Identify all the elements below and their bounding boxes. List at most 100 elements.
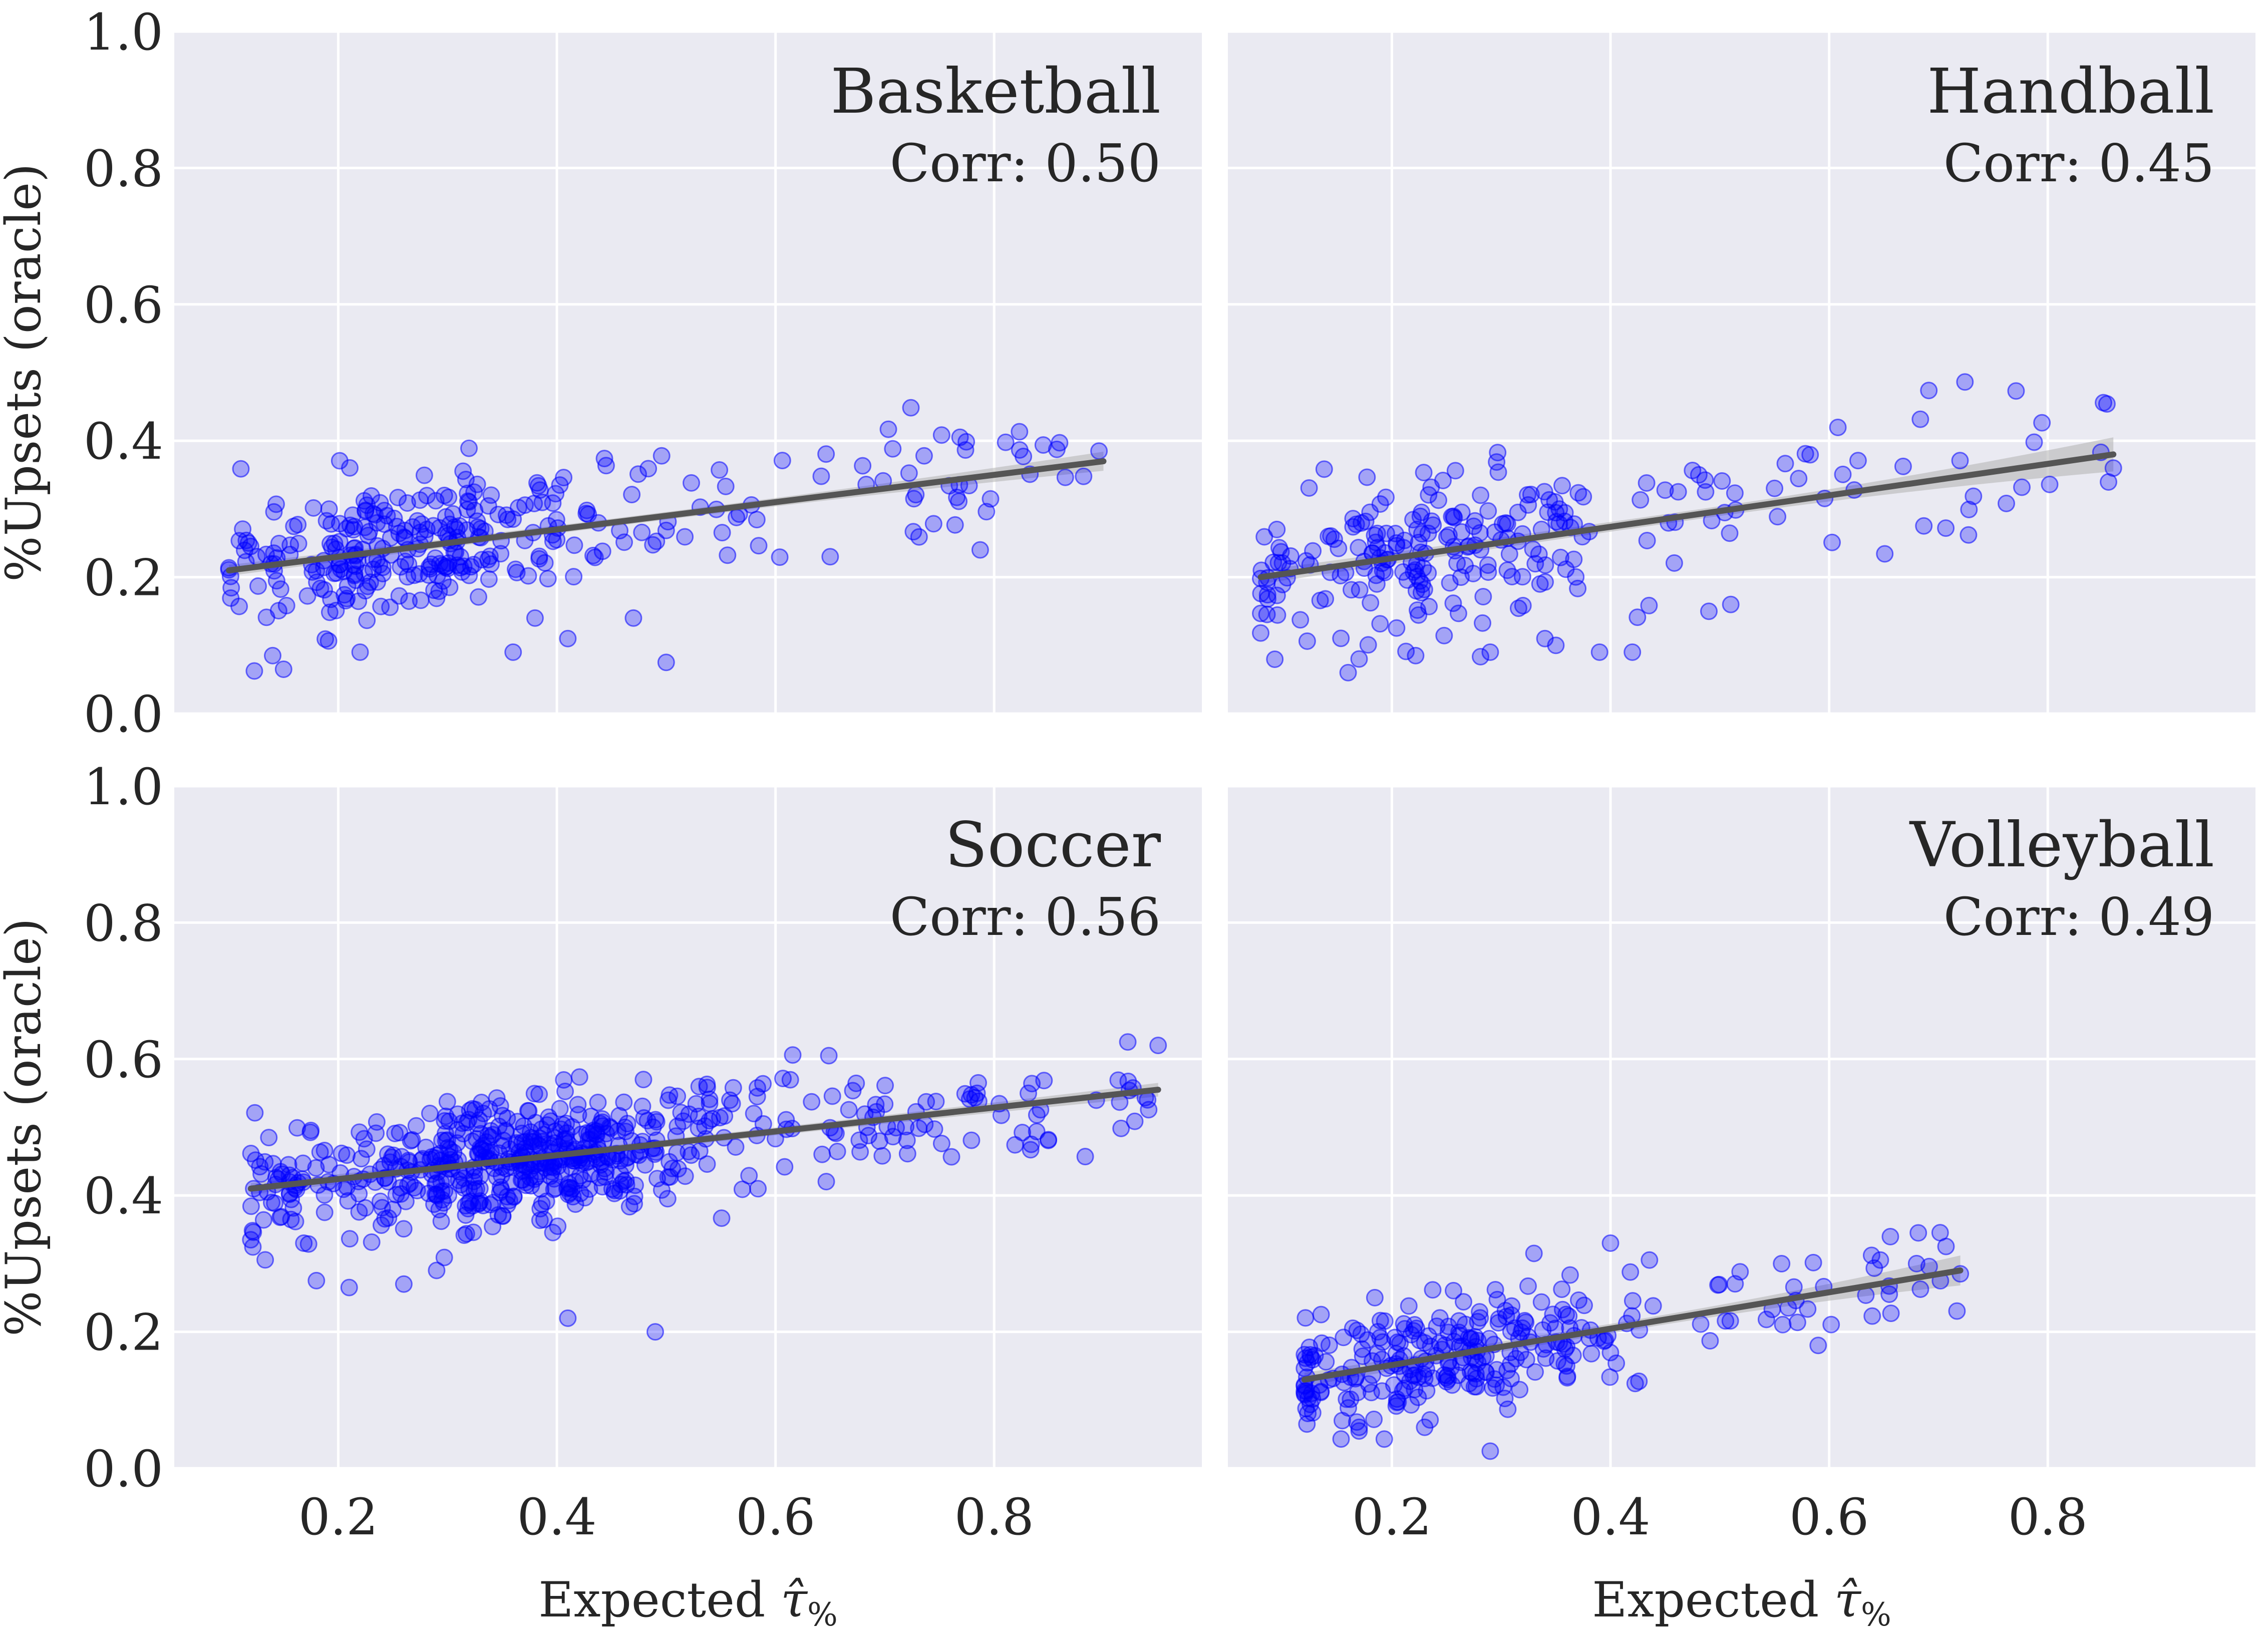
data-point [1418, 1382, 1436, 1400]
data-point [392, 558, 410, 576]
data-point [784, 1046, 802, 1064]
data-point [676, 528, 694, 546]
data-point [817, 445, 835, 463]
data-point [457, 1225, 475, 1243]
data-point [540, 1108, 558, 1126]
data-point [1360, 1375, 1378, 1393]
data-point [1358, 468, 1376, 486]
data-point [597, 457, 615, 475]
data-point [1412, 584, 1430, 601]
data-point [1553, 1280, 1571, 1298]
data-point [828, 1143, 846, 1160]
data-point [521, 1123, 539, 1141]
data-point [1339, 664, 1357, 682]
data-point [484, 1217, 502, 1235]
data-point [577, 505, 595, 522]
data-point [1624, 1292, 1642, 1310]
data-point [340, 1278, 358, 1296]
data-point [629, 465, 647, 483]
data-point [1366, 526, 1384, 544]
y-tick-labels: 0.0 0.2 0.4 0.6 0.8 1.0 [84, 758, 163, 1498]
data-point [657, 653, 675, 672]
data-point [850, 1131, 868, 1149]
data-point [489, 506, 507, 523]
data-point [1344, 510, 1362, 528]
data-point [1502, 1370, 1520, 1388]
data-point [1882, 1304, 1900, 1323]
data-point [2025, 433, 2043, 451]
x-axis-label-right: Expected τ̂% [1592, 1572, 1891, 1633]
data-point [1697, 483, 1715, 501]
data-point [1442, 1359, 1460, 1377]
data-point [494, 1207, 511, 1225]
percent-subscript: % [1861, 1596, 1891, 1633]
data-point [1051, 434, 1069, 452]
data-point [1601, 1368, 1619, 1386]
data-point [288, 1119, 306, 1137]
data-point [1509, 599, 1527, 617]
data-point [435, 1248, 453, 1266]
panel-correlation: Corr: 0.49 [1943, 886, 2214, 947]
data-point [264, 646, 281, 665]
data-point [1416, 1418, 1434, 1436]
data-point [1348, 1322, 1366, 1340]
data-point [1377, 488, 1395, 506]
data-point [474, 1196, 492, 1214]
data-point [441, 578, 459, 596]
data-point [533, 1195, 551, 1213]
data-point [576, 1189, 594, 1207]
data-point [1040, 1131, 1058, 1149]
data-point [1960, 526, 1978, 544]
data-point [1865, 1259, 1883, 1277]
data-point [748, 511, 766, 529]
data-point [1332, 629, 1350, 647]
data-point [530, 550, 548, 568]
data-point [1472, 647, 1489, 666]
fit-line [247, 1087, 1161, 1192]
data-point [1509, 503, 1527, 521]
data-point [1713, 472, 1731, 490]
data-point [460, 439, 478, 457]
data-point [1960, 501, 1978, 518]
data-point [1020, 1084, 1037, 1102]
data-point [372, 1192, 389, 1210]
data-point [245, 662, 263, 680]
data-point [303, 563, 321, 581]
data-point [1488, 453, 1506, 471]
data-point [1644, 1297, 1662, 1315]
data-point [299, 1235, 317, 1253]
panel-correlation: Corr: 0.56 [890, 886, 1161, 947]
fit-line [226, 458, 1107, 573]
regression-line [226, 458, 1107, 573]
panel-handball: Handball Corr: 0.45 [1228, 30, 2255, 715]
data-point [1622, 1263, 1640, 1281]
data-point [1532, 1293, 1550, 1311]
data-point [372, 597, 390, 615]
data-point [519, 567, 537, 585]
data-point [289, 516, 307, 534]
data-point [1590, 643, 1608, 661]
data-point [713, 524, 731, 542]
data-point [265, 503, 283, 521]
data-point [1389, 1393, 1407, 1411]
data-point [381, 598, 399, 616]
data-point [669, 1117, 687, 1135]
data-point [653, 1181, 671, 1199]
data-point [646, 1323, 664, 1341]
data-point [1449, 604, 1467, 622]
y-tick-label: 0.8 [84, 894, 163, 952]
data-point [997, 433, 1015, 451]
panel-correlation: Corr: 0.50 [890, 133, 1161, 194]
data-point [526, 609, 544, 627]
y-tick-label: 0.4 [84, 412, 163, 471]
data-point [364, 560, 382, 578]
data-point [1446, 462, 1464, 480]
data-point [1894, 457, 1912, 475]
data-point [468, 512, 486, 530]
panel-title: Basketball [830, 56, 1161, 128]
data-point [474, 1105, 492, 1122]
data-point [776, 1158, 794, 1176]
data-point [1481, 643, 1499, 661]
data-point [1488, 1290, 1506, 1308]
